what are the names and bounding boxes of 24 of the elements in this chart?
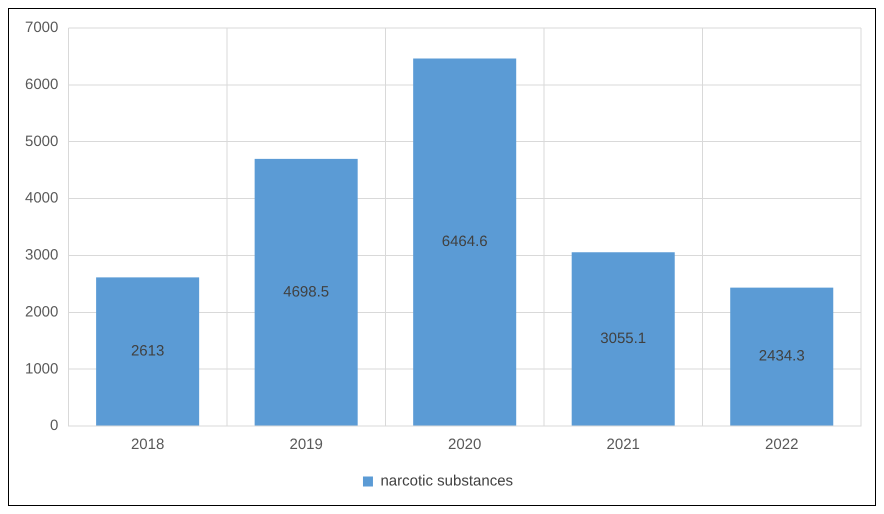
bar — [730, 288, 834, 426]
data-label: 4698.5 — [283, 283, 330, 300]
x-tick-label: 2018 — [130, 436, 164, 454]
bar — [572, 252, 675, 426]
bar — [413, 58, 516, 426]
y-tick-label: 7000 — [24, 19, 58, 36]
data-label: 3055.1 — [600, 330, 646, 348]
y-tick-label: 2000 — [24, 303, 58, 320]
legend-label: narcotic substances — [380, 472, 514, 490]
y-tick-label: 4000 — [24, 190, 58, 207]
y-tick-label: 0 — [50, 417, 58, 434]
y-tick-label: 6000 — [24, 76, 58, 93]
bar — [96, 277, 200, 426]
y-tick-label: 1000 — [24, 360, 58, 378]
y-tick-label: 5000 — [24, 132, 58, 150]
x-tick-label: 2021 — [606, 436, 640, 454]
data-label: 6464.6 — [442, 233, 488, 250]
x-tick-label: 2022 — [765, 436, 798, 454]
bar — [254, 158, 358, 426]
y-tick-label: 3000 — [24, 246, 58, 264]
data-label: 2613 — [130, 342, 164, 360]
data-label: 2434.3 — [758, 348, 805, 365]
x-tick-label: 2019 — [289, 436, 323, 454]
x-tick-label: 2020 — [448, 436, 482, 454]
